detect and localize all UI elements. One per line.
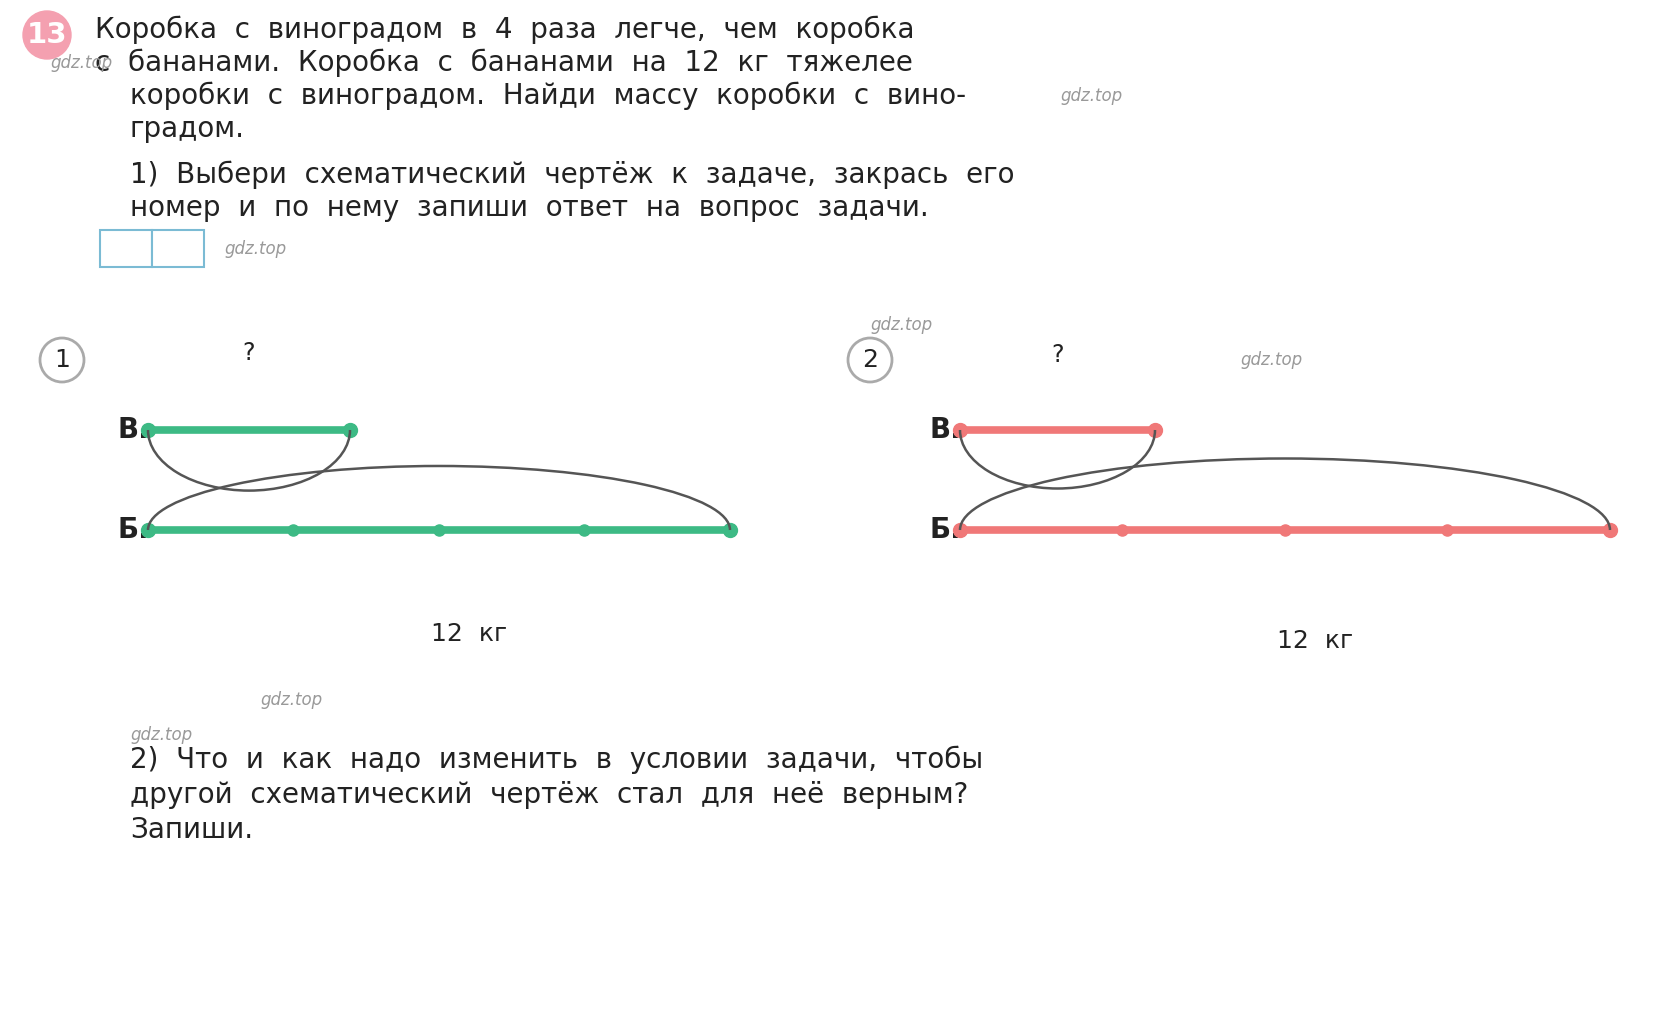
- Text: ?: ?: [1050, 344, 1063, 367]
- Text: 2: 2: [862, 348, 877, 372]
- Text: Коробка  с  виноградом  в  4  раза  легче,  чем  коробка: Коробка с виноградом в 4 раза легче, чем…: [96, 15, 914, 44]
- Text: В.: В.: [929, 416, 961, 444]
- Text: градом.: градом.: [129, 115, 245, 143]
- Text: gdz.top: gdz.top: [223, 239, 286, 258]
- Text: 12  кг: 12 кг: [430, 622, 507, 646]
- Circle shape: [847, 338, 892, 382]
- Text: 2)  Что  и  как  надо  изменить  в  условии  задачи,  чтобы: 2) Что и как надо изменить в условии зад…: [129, 746, 983, 775]
- Text: gdz.top: gdz.top: [1240, 351, 1302, 369]
- Text: 12  кг: 12 кг: [1277, 630, 1352, 654]
- Text: коробки  с  виноградом.  Найди  массу  коробки  с  вино-: коробки с виноградом. Найди массу коробк…: [129, 82, 966, 110]
- Text: 13: 13: [27, 21, 67, 49]
- Text: 1: 1: [54, 348, 71, 372]
- Bar: [99, 230, 151, 267]
- Text: Б.: Б.: [929, 516, 961, 544]
- Text: gdz.top: gdz.top: [50, 54, 113, 72]
- Text: В.: В.: [118, 416, 150, 444]
- Text: 1)  Выбери  схематический  чертёж  к  задаче,  закрась  его: 1) Выбери схематический чертёж к задаче,…: [129, 161, 1015, 189]
- Circle shape: [24, 11, 71, 60]
- Text: gdz.top: gdz.top: [260, 690, 323, 709]
- Bar: [151, 230, 203, 267]
- Text: gdz.top: gdz.top: [1060, 87, 1122, 105]
- Text: gdz.top: gdz.top: [870, 316, 932, 334]
- Text: ?: ?: [242, 342, 255, 365]
- Text: с  бананами.  Коробка  с  бананами  на  12  кг  тяжелее: с бананами. Коробка с бананами на 12 кг …: [96, 49, 912, 77]
- Text: Запиши.: Запиши.: [129, 816, 254, 844]
- Text: gdz.top: gdz.top: [129, 726, 192, 744]
- Text: другой  схематический  чертёж  стал  для  неё  верным?: другой схематический чертёж стал для неё…: [129, 781, 968, 808]
- Text: Б.: Б.: [118, 516, 150, 544]
- Text: номер  и  по  нему  запиши  ответ  на  вопрос  задачи.: номер и по нему запиши ответ на вопрос з…: [129, 194, 927, 222]
- Circle shape: [40, 338, 84, 382]
